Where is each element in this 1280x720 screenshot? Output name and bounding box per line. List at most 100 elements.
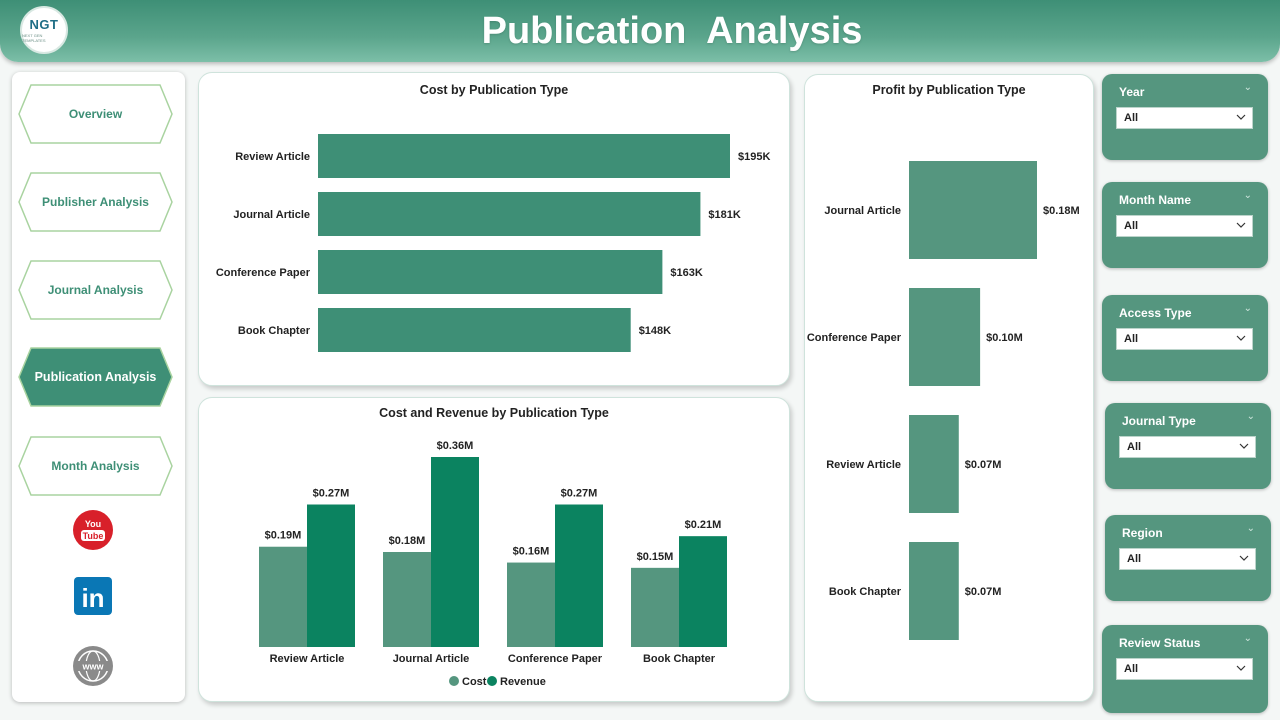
linkedin-icon[interactable]: in: [72, 575, 114, 617]
data-label: $0.16M: [513, 546, 550, 558]
data-label: $0.36M: [437, 440, 474, 452]
bar: [909, 161, 1037, 259]
cost-by-publication-type-card: Cost by Publication Type Review Article $…: [198, 72, 790, 386]
nav-publication-analysis-button[interactable]: Publication Analysis: [18, 347, 173, 407]
slicer-journal-type: Journal Type ⌄ All: [1105, 403, 1271, 489]
bar: [318, 308, 631, 352]
category-label: Conference Paper: [508, 653, 603, 665]
nav-label: Publisher Analysis: [42, 195, 149, 209]
cost-revenue-card: Cost and Revenue by Publication Type $0.…: [198, 397, 790, 702]
nav-journal-analysis-button[interactable]: Journal Analysis: [18, 260, 173, 320]
svg-text:www: www: [81, 662, 104, 672]
column-revenue: [679, 536, 727, 647]
category-label: Book Chapter: [829, 586, 902, 598]
data-label: $0.07M: [965, 459, 1002, 471]
region-dropdown[interactable]: All: [1119, 548, 1256, 570]
bar: [909, 415, 959, 513]
cost-bar-chart: Review Article $195K Journal Article $181K C…: [216, 134, 770, 352]
category-label: Review Article: [235, 151, 310, 163]
dropdown-value: All: [1127, 553, 1142, 565]
data-label: $0.18M: [389, 535, 426, 547]
category-label: Book Chapter: [643, 653, 716, 665]
data-label: $0.15M: [637, 551, 674, 563]
data-label: $0.21M: [685, 519, 722, 531]
data-label: $0.10M: [986, 332, 1023, 344]
column-cost: [383, 552, 431, 647]
hexagon-shape: [18, 347, 173, 407]
chart-title: Profit by Publication Type: [872, 83, 1026, 97]
bar: [318, 192, 701, 236]
category-label: Review Article: [826, 459, 901, 471]
nav-month-analysis-button[interactable]: Month Analysis: [18, 436, 173, 496]
dropdown-value: All: [1124, 663, 1139, 675]
hexagon-shape: [18, 84, 173, 144]
cost-revenue-column-chart: $0.19M $0.27M Review Article $0.18M $0.36M Jo…: [259, 440, 727, 688]
chevron-down-icon[interactable]: ⌄: [1243, 303, 1252, 314]
column-cost: [507, 562, 555, 647]
data-label: $0.27M: [313, 488, 350, 500]
bar: [909, 288, 981, 386]
category-label: Journal Article: [233, 209, 310, 221]
column-cost: [259, 546, 307, 647]
dropdown-value: All: [1124, 333, 1139, 345]
month-name-dropdown[interactable]: All: [1116, 215, 1253, 237]
youtube-icon[interactable]: You Tube: [72, 509, 114, 551]
nav-label: Journal Analysis: [47, 283, 144, 297]
slicer-label: Journal Type: [1122, 414, 1196, 428]
category-label: Conference Paper: [807, 332, 902, 344]
svg-text:in: in: [81, 583, 104, 613]
chevron-down-icon: [1239, 555, 1249, 561]
nav-label: Publication Analysis: [34, 370, 157, 384]
logo-subtext: NEXT GEN TEMPLATES: [22, 33, 46, 43]
slicer-month-name: Month Name ⌄ All: [1102, 182, 1268, 268]
slicer-access-type: Access Type ⌄ All: [1102, 295, 1268, 381]
legend-entry: Revenue: [500, 676, 546, 688]
dropdown-value: All: [1124, 112, 1139, 124]
data-label: $148K: [639, 325, 671, 337]
profit-by-publication-type-card: Profit by Publication Type Journal Artic…: [804, 74, 1094, 702]
chevron-down-icon[interactable]: ⌄: [1243, 190, 1252, 201]
legend-entry: Cost: [462, 676, 487, 688]
bar: [909, 542, 959, 640]
chevron-down-icon[interactable]: ⌄: [1243, 633, 1252, 644]
category-label: Review Article: [270, 653, 345, 665]
slicer-region: Region ⌄ All: [1105, 515, 1271, 601]
review-status-dropdown[interactable]: All: [1116, 658, 1253, 680]
category-label: Journal Article: [393, 653, 470, 665]
column-revenue: [307, 504, 355, 647]
data-label: $163K: [670, 267, 702, 279]
globe-icon[interactable]: www: [72, 645, 114, 687]
header-bar: NGT NEXT GEN TEMPLATES Publication Analy…: [0, 0, 1280, 62]
column-revenue: [555, 504, 603, 647]
journal-type-dropdown[interactable]: All: [1119, 436, 1256, 458]
year-dropdown[interactable]: All: [1116, 107, 1253, 129]
legend-marker-cost: [449, 676, 459, 686]
legend-marker-revenue: [487, 676, 497, 686]
data-label: $0.18M: [1043, 205, 1080, 217]
slicer-label: Year: [1119, 85, 1145, 99]
sidebar: Overview Publisher Analysis Journal Anal…: [12, 72, 185, 702]
slicer-review-status: Review Status ⌄ All: [1102, 625, 1268, 713]
hexagon-shape: [18, 260, 173, 320]
nav-overview-button[interactable]: Overview: [18, 84, 173, 144]
chevron-down-icon: [1236, 222, 1246, 228]
profit-bar-chart: Journal Article $0.18M Conference Paper $0.…: [807, 161, 1080, 640]
data-label: $0.19M: [265, 530, 302, 542]
chevron-down-icon[interactable]: ⌄: [1246, 411, 1255, 422]
column-cost: [631, 567, 679, 647]
chevron-down-icon[interactable]: ⌄: [1246, 523, 1255, 534]
slicer-label: Region: [1122, 526, 1163, 540]
access-type-dropdown[interactable]: All: [1116, 328, 1253, 350]
ngt-logo: NGT NEXT GEN TEMPLATES: [20, 6, 68, 54]
nav-publisher-analysis-button[interactable]: Publisher Analysis: [18, 172, 173, 232]
logo-text: NGT: [29, 17, 59, 32]
slicer-year: Year ⌄ All: [1102, 74, 1268, 160]
category-label: Conference Paper: [216, 267, 311, 279]
chevron-down-icon: [1236, 665, 1246, 671]
category-label: Journal Article: [824, 205, 901, 217]
chevron-down-icon[interactable]: ⌄: [1243, 82, 1252, 93]
data-label: $195K: [738, 151, 770, 163]
nav-label: Overview: [68, 107, 123, 121]
bar: [318, 134, 730, 178]
chevron-down-icon: [1236, 335, 1246, 341]
